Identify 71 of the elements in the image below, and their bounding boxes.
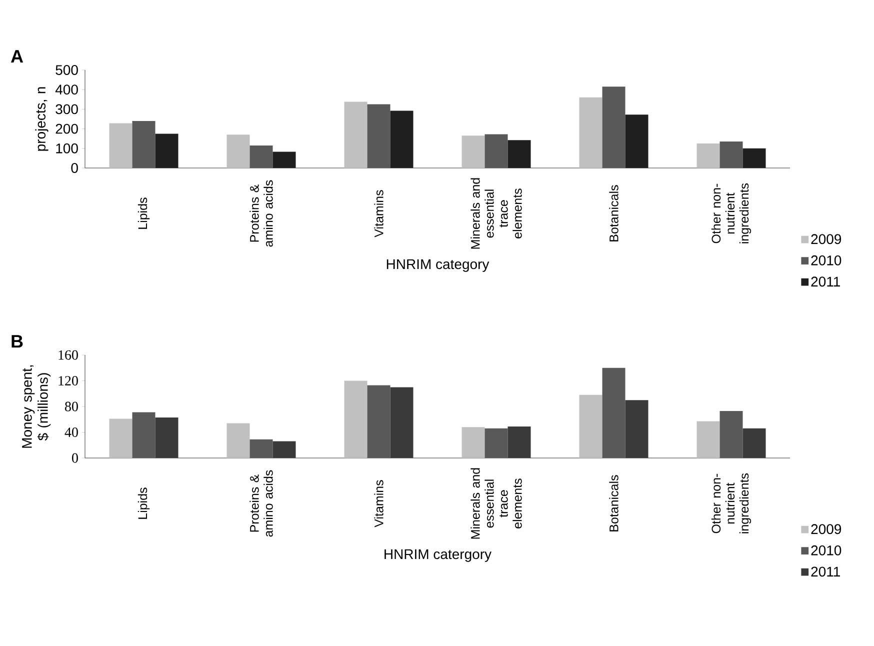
bar <box>272 152 296 168</box>
bar <box>720 411 743 458</box>
y-axis-title: Money spent, $ (millions) <box>22 365 51 448</box>
bar <box>720 142 743 168</box>
bar <box>226 423 250 458</box>
legend-label: 2011 <box>811 276 840 287</box>
y-axis-title: projects, n <box>35 87 48 151</box>
legend-label: 2010 <box>811 255 842 266</box>
bar <box>155 134 178 168</box>
bar <box>742 148 766 168</box>
bar <box>579 97 602 168</box>
x-tick-label: Other non-nutrient ingredients <box>711 473 752 534</box>
x-tick-label: Lipids <box>138 488 150 519</box>
y-tick-label: 160 <box>58 350 78 360</box>
bar <box>132 120 156 168</box>
bar <box>367 385 390 458</box>
x-tick-label: Vitamins <box>374 480 384 528</box>
bar <box>390 110 414 168</box>
x-tick-label: Proteins & amino acids <box>250 470 273 537</box>
y-tick-label: 40 <box>64 428 78 437</box>
bar <box>742 428 766 458</box>
x-tick-label: Proteins & amino acids <box>250 180 273 247</box>
bar <box>508 140 531 168</box>
chart-title: B <box>12 335 23 348</box>
chart-title: A <box>10 50 24 62</box>
bar <box>625 400 648 458</box>
x-tick-label: Vitamins <box>374 190 384 238</box>
y-tick-label: 80 <box>65 402 78 412</box>
x-axis-title: HNRIM catergory <box>384 549 492 562</box>
x-tick-label: Minerals and essential trace elements <box>470 178 522 249</box>
bar <box>250 439 273 458</box>
x-tick-label: Botanicals <box>609 475 618 532</box>
bar <box>344 102 368 168</box>
bar <box>272 441 296 458</box>
legend-label: 2009 <box>811 234 842 244</box>
bar <box>696 421 720 458</box>
bar <box>625 114 648 168</box>
legend-label: 2009 <box>811 524 842 534</box>
bar <box>390 387 414 458</box>
y-tick-label: 400 <box>55 84 78 95</box>
y-tick-label: 120 <box>58 376 78 386</box>
legend-label: 2011 <box>811 566 840 577</box>
bar <box>109 123 132 168</box>
x-axis-title: HNRIM category <box>386 259 490 272</box>
x-tick-label: Minerals and essential trace elements <box>470 468 522 539</box>
bar <box>344 380 368 458</box>
bar <box>696 143 720 168</box>
y-tick-label: 500 <box>56 65 78 75</box>
y-tick-label: 200 <box>56 124 78 134</box>
bar <box>579 394 602 458</box>
bar <box>109 418 132 458</box>
bar <box>462 427 485 458</box>
y-tick-label: 300 <box>56 104 78 114</box>
y-tick-label: 0 <box>72 453 78 463</box>
bar <box>132 412 156 458</box>
legend-label: 2010 <box>811 545 842 556</box>
x-tick-label: Botanicals <box>609 185 618 242</box>
bar <box>462 136 485 168</box>
bar <box>508 426 531 458</box>
y-tick-label: 0 <box>71 163 78 173</box>
bar <box>602 86 626 168</box>
bar <box>226 134 250 168</box>
y-tick-label: 100 <box>56 143 78 154</box>
bar <box>602 368 626 458</box>
bar <box>155 417 178 458</box>
x-tick-label: Lipids <box>138 198 150 229</box>
bar <box>250 145 273 168</box>
x-tick-label: Other non-nutrient ingredients <box>711 183 752 244</box>
bar <box>367 104 390 168</box>
bar <box>484 428 508 458</box>
bar <box>484 134 508 168</box>
